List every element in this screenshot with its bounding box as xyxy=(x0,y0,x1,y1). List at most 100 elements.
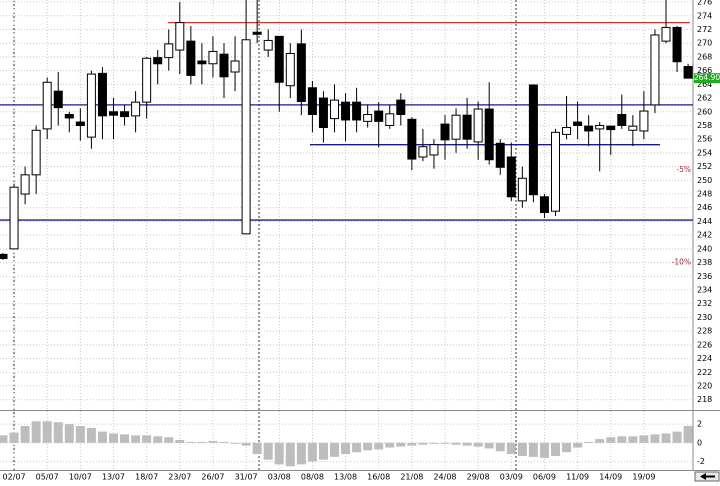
bar xyxy=(53,422,63,443)
bar xyxy=(318,442,328,460)
y-tick-label: 230 xyxy=(697,313,712,322)
bar xyxy=(197,441,207,443)
candle-body xyxy=(418,146,428,158)
annotation: -5% xyxy=(676,165,691,174)
x-tick-label: 03/09 xyxy=(500,473,523,482)
y-tick-label: 232 xyxy=(697,299,712,308)
y-tick-label: 270 xyxy=(697,39,712,48)
bar xyxy=(661,433,671,443)
bar xyxy=(42,421,52,443)
y-tick-label: 228 xyxy=(697,327,712,336)
bar xyxy=(617,436,627,443)
x-tick-label: 26/07 xyxy=(201,473,224,482)
candle-body xyxy=(175,22,185,51)
candle-body xyxy=(53,90,63,109)
bar xyxy=(20,425,30,443)
y-tick-label: 240 xyxy=(697,244,712,253)
y-tick-label: 248 xyxy=(697,190,712,199)
candle-body xyxy=(650,34,660,106)
bar xyxy=(606,437,616,443)
y-tick-label: 250 xyxy=(697,176,712,185)
x-tick-label: 13/07 xyxy=(102,473,125,482)
bar xyxy=(263,442,273,460)
candle-body xyxy=(584,125,594,132)
candle-body xyxy=(9,186,19,250)
x-tick-label: 24/08 xyxy=(433,473,456,482)
candle-body xyxy=(86,73,96,138)
y-tick-label: 276 xyxy=(697,0,712,7)
bar xyxy=(186,441,196,443)
bar xyxy=(274,442,284,465)
bar xyxy=(75,425,85,443)
bar xyxy=(164,437,174,443)
candle-body xyxy=(75,121,85,126)
candle-body xyxy=(252,31,262,35)
x-tick-label: 31/07 xyxy=(235,473,258,482)
candle-body xyxy=(374,110,384,122)
candle-body xyxy=(219,53,229,78)
candle-body xyxy=(495,142,505,168)
bar xyxy=(31,421,41,443)
candle-body xyxy=(517,177,527,202)
bar xyxy=(517,442,527,456)
bar xyxy=(374,442,384,450)
scroll-button[interactable] xyxy=(694,471,720,482)
bar xyxy=(153,436,163,443)
candle-body xyxy=(230,60,240,73)
candle-body xyxy=(429,144,439,156)
y-tick-label: 262 xyxy=(697,94,712,103)
candle-body xyxy=(31,129,41,176)
candle-body xyxy=(318,97,328,129)
candle-body xyxy=(407,118,417,160)
x-tick-label: 18/07 xyxy=(135,473,158,482)
bar xyxy=(650,434,660,443)
bar xyxy=(495,442,505,452)
bar xyxy=(363,442,373,451)
x-tick-label: 29/08 xyxy=(467,473,490,482)
bar xyxy=(385,442,395,448)
bar xyxy=(241,442,251,446)
bar xyxy=(9,432,19,443)
candle-body xyxy=(539,196,549,214)
candle-body xyxy=(562,127,572,135)
y-tick-label: 264 xyxy=(697,80,712,89)
bar xyxy=(175,440,185,443)
bar xyxy=(573,442,583,448)
bar xyxy=(595,439,605,443)
bar xyxy=(64,424,74,443)
x-tick-label: 21/08 xyxy=(400,473,423,482)
candle-body xyxy=(639,110,649,132)
y-tick-label: 226 xyxy=(697,340,712,349)
candle-body xyxy=(307,87,317,115)
x-tick-label: 10/07 xyxy=(69,473,92,482)
bar xyxy=(142,435,152,443)
y-tick-label: 242 xyxy=(697,231,712,240)
candle-body xyxy=(186,40,196,76)
candle-body xyxy=(142,57,152,103)
x-tick-label: 08/08 xyxy=(301,473,324,482)
y-tick-label: 222 xyxy=(697,368,712,377)
y-tick-label: -2 xyxy=(697,457,705,466)
bar xyxy=(109,433,118,443)
candle-body xyxy=(0,253,8,259)
bar xyxy=(208,440,218,443)
candle-body xyxy=(661,26,671,42)
y-tick-label: 254 xyxy=(697,148,712,157)
candle-body xyxy=(352,101,362,121)
bar xyxy=(97,431,107,443)
candle-body xyxy=(241,39,251,235)
x-tick-label: 23/07 xyxy=(168,473,191,482)
y-tick-label: 234 xyxy=(697,286,712,295)
candle-body xyxy=(396,99,406,115)
bar xyxy=(528,442,538,457)
candle-body xyxy=(274,35,284,83)
candle-body xyxy=(120,111,130,118)
x-tick-label: 02/07 xyxy=(3,473,26,482)
candle-body xyxy=(451,114,461,140)
candle-body xyxy=(595,124,605,130)
bar xyxy=(683,425,693,443)
bar xyxy=(131,435,141,443)
bar xyxy=(120,434,130,443)
